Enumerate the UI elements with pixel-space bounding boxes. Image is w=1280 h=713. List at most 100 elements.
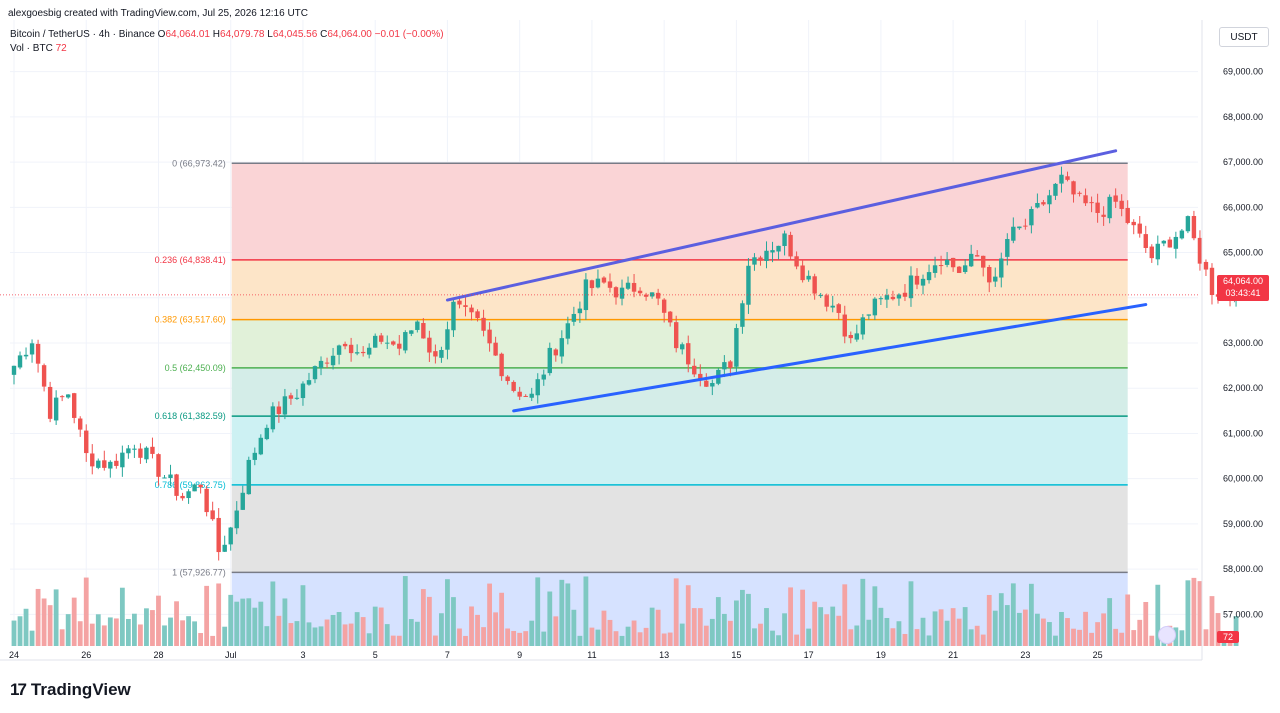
volume-bar bbox=[71, 597, 77, 646]
candle-body bbox=[1005, 239, 1010, 257]
volume-bar bbox=[113, 618, 119, 646]
candle-body bbox=[625, 282, 631, 289]
candle-body bbox=[330, 355, 336, 366]
candle-body bbox=[914, 275, 920, 285]
candle-body bbox=[794, 256, 799, 267]
candle-body bbox=[385, 342, 390, 344]
symbol-legend: Bitcoin / TetherUS · 4h · Binance O64,06… bbox=[10, 28, 444, 56]
volume-bar bbox=[902, 633, 908, 646]
volume-bar bbox=[1071, 628, 1076, 646]
time-tick-label: 28 bbox=[153, 650, 163, 660]
candle-body bbox=[782, 233, 787, 246]
symbol-name[interactable]: Bitcoin / TetherUS · 4h · Binance bbox=[10, 29, 155, 40]
volume-bar bbox=[986, 594, 992, 646]
volume-bar bbox=[162, 625, 167, 646]
volume-bar bbox=[420, 589, 426, 646]
volume-bar bbox=[589, 627, 595, 646]
volume-bar bbox=[944, 620, 950, 646]
candle-body bbox=[529, 393, 534, 398]
time-tick-label: 21 bbox=[948, 650, 958, 660]
candle-body bbox=[445, 329, 450, 350]
volume-label[interactable]: Vol · BTC bbox=[10, 43, 53, 54]
candle-body bbox=[409, 330, 414, 334]
volume-bar bbox=[186, 616, 191, 646]
volume-bar bbox=[59, 629, 65, 646]
fib-zone bbox=[231, 367, 1128, 417]
volume-bar bbox=[1004, 605, 1010, 646]
volume-bar bbox=[1137, 619, 1143, 646]
volume-bar bbox=[240, 598, 246, 646]
volume-bar bbox=[125, 618, 131, 646]
candle-body bbox=[174, 474, 179, 496]
volume-bar bbox=[962, 607, 968, 646]
volume-bar bbox=[998, 593, 1004, 646]
candle-body bbox=[800, 265, 805, 281]
candle-body bbox=[836, 304, 841, 313]
volume-bar bbox=[800, 589, 806, 646]
volume-bar bbox=[974, 625, 980, 646]
candle-body bbox=[264, 427, 270, 440]
candle-body bbox=[824, 295, 829, 307]
volume-bar bbox=[872, 586, 878, 646]
candle-body bbox=[505, 376, 510, 382]
candle-body bbox=[1209, 267, 1215, 296]
volume-bar bbox=[53, 589, 59, 646]
change-value: −0.01 (−0.00%) bbox=[374, 29, 444, 40]
candle-body bbox=[938, 265, 944, 267]
candle-body bbox=[1029, 209, 1034, 226]
candle-body bbox=[962, 265, 968, 272]
candle-body bbox=[204, 488, 209, 513]
volume-bar bbox=[529, 620, 535, 646]
volume-bar bbox=[812, 601, 818, 646]
fibonacci-retracement[interactable]: 0 (66,973.42) 0.236 (64,838.41) 0.382 (63,… bbox=[155, 158, 1128, 646]
volume-bar bbox=[667, 632, 673, 646]
volume-bar bbox=[1035, 613, 1040, 646]
candle-body bbox=[770, 250, 775, 253]
volume-bar bbox=[577, 635, 583, 646]
volume-bar bbox=[1155, 584, 1161, 646]
candle-body bbox=[150, 446, 155, 454]
candle-body bbox=[680, 344, 685, 350]
candle-body bbox=[613, 287, 619, 298]
time-tick-label: 13 bbox=[659, 650, 669, 660]
candle-body bbox=[360, 351, 366, 354]
volume-bar bbox=[445, 579, 450, 646]
candle-body bbox=[481, 317, 486, 331]
volume-bar bbox=[565, 583, 571, 646]
volume-bar bbox=[1107, 598, 1113, 646]
volume-bar bbox=[439, 613, 444, 646]
volume-bar bbox=[938, 609, 944, 646]
candle-body bbox=[854, 333, 859, 340]
candle-body bbox=[1197, 237, 1203, 264]
candle-body bbox=[920, 278, 926, 286]
low-value: 64,045.56 bbox=[272, 29, 318, 40]
volume-bar bbox=[11, 620, 17, 646]
candle-body bbox=[878, 298, 884, 300]
bar-countdown: 03:43:41 bbox=[1225, 288, 1261, 298]
candle-body bbox=[391, 341, 396, 345]
candle-body bbox=[1143, 234, 1148, 248]
price-tick-label: 60,000.00 bbox=[1223, 474, 1263, 484]
candle-body bbox=[1065, 176, 1070, 180]
scroll-to-realtime-icon[interactable] bbox=[1158, 626, 1176, 644]
candle-body bbox=[860, 317, 866, 335]
candle-body bbox=[890, 296, 896, 300]
candle-body bbox=[1113, 195, 1118, 202]
volume-bar bbox=[559, 579, 565, 646]
candle-body bbox=[78, 418, 83, 430]
volume-bar bbox=[354, 612, 360, 646]
trendlines[interactable] bbox=[445, 149, 1148, 413]
volume-bar bbox=[619, 635, 625, 646]
volume-bar bbox=[1197, 581, 1203, 646]
volume-bar bbox=[764, 608, 769, 646]
candle-body bbox=[108, 461, 113, 469]
tradingview-logo[interactable]: 17 TradingView bbox=[10, 680, 131, 700]
candle-body bbox=[1149, 246, 1154, 259]
candle-body bbox=[47, 386, 53, 419]
volume-bar bbox=[234, 601, 240, 646]
volume-bar bbox=[1095, 622, 1100, 646]
volume-bar bbox=[956, 618, 962, 646]
currency-selector[interactable]: USDT bbox=[1219, 27, 1269, 47]
volume-bar bbox=[414, 621, 420, 646]
